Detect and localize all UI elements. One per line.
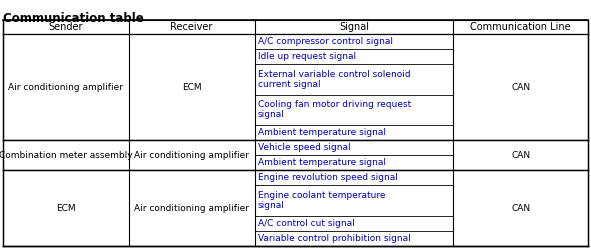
Text: Ambient temperature signal: Ambient temperature signal <box>258 128 385 137</box>
Text: Vehicle speed signal: Vehicle speed signal <box>258 143 350 152</box>
Text: Receiver: Receiver <box>170 22 213 32</box>
Bar <box>3 140 588 170</box>
Text: Engine revolution speed signal: Engine revolution speed signal <box>258 173 397 182</box>
Bar <box>3 20 588 34</box>
Text: A/C control cut signal: A/C control cut signal <box>258 219 354 228</box>
Text: Sender: Sender <box>48 22 83 32</box>
Text: Ambient temperature signal: Ambient temperature signal <box>258 158 385 167</box>
Text: CAN: CAN <box>511 83 530 92</box>
Text: Air conditioning amplifier: Air conditioning amplifier <box>8 83 124 92</box>
Text: Signal: Signal <box>339 22 369 32</box>
Text: ECM: ECM <box>182 83 202 92</box>
Text: Engine coolant temperature
signal: Engine coolant temperature signal <box>258 191 385 210</box>
Text: Air conditioning amplifier: Air conditioning amplifier <box>134 204 249 213</box>
Bar <box>3 34 588 140</box>
Text: External variable control solenoid
current signal: External variable control solenoid curre… <box>258 70 410 89</box>
Text: Combination meter assembly: Combination meter assembly <box>0 151 133 160</box>
Text: Cooling fan motor driving request
signal: Cooling fan motor driving request signal <box>258 100 411 120</box>
Text: Communication table: Communication table <box>3 12 144 25</box>
Text: CAN: CAN <box>511 204 530 213</box>
Text: Communication Line: Communication Line <box>470 22 571 32</box>
Text: Idle up request signal: Idle up request signal <box>258 52 356 61</box>
Bar <box>3 170 588 246</box>
Text: Air conditioning amplifier: Air conditioning amplifier <box>134 151 249 160</box>
Text: A/C compressor control signal: A/C compressor control signal <box>258 37 392 46</box>
Text: CAN: CAN <box>511 151 530 160</box>
Text: ECM: ECM <box>56 204 76 213</box>
Text: Variable control prohibition signal: Variable control prohibition signal <box>258 234 410 243</box>
